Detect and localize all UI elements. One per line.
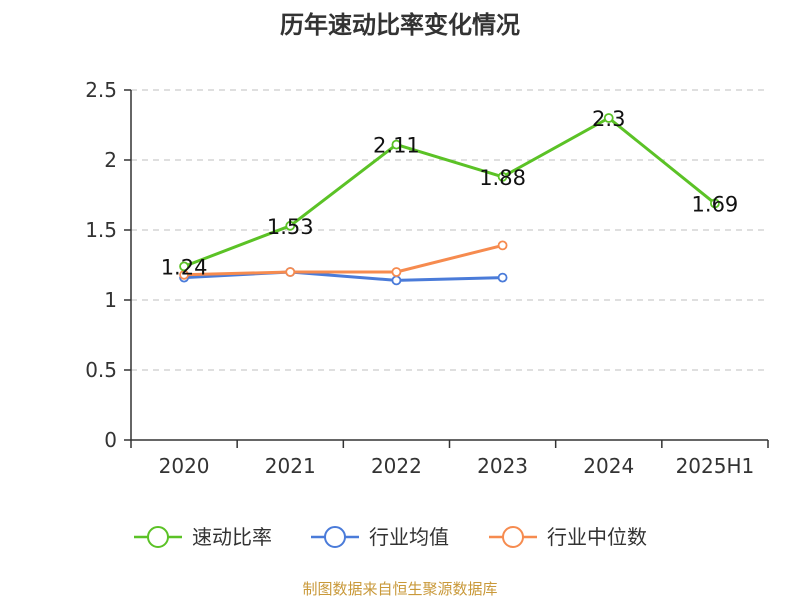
x-tick-label: 2021 (265, 454, 316, 478)
y-tick-label: 0.5 (85, 358, 117, 382)
x-tick-label: 2023 (477, 454, 528, 478)
data-point (285, 220, 296, 231)
data-point (497, 272, 508, 283)
x-tick-label: 2020 (159, 454, 210, 478)
y-tick-label: 1.5 (85, 218, 117, 242)
data-point (391, 139, 402, 150)
y-tick-label: 0 (104, 428, 117, 452)
y-tick-label: 2 (104, 148, 117, 172)
legend: 速动比率 行业均值 行业中位数 (134, 525, 647, 549)
legend-marker (324, 526, 346, 548)
series-line (183, 116, 716, 268)
series-line (184, 243, 503, 277)
data-label: 1.88 (479, 166, 526, 190)
data-point (179, 261, 189, 272)
x-tick-label: 2024 (583, 454, 634, 478)
x-tick-label: 2022 (371, 454, 422, 478)
y-tick-label: 1 (104, 288, 117, 312)
data-point (285, 267, 296, 277)
data-label: 1.53 (267, 215, 314, 239)
data-point (391, 275, 402, 286)
legend-marker (147, 526, 169, 548)
data-label: 1.24 (161, 255, 208, 279)
data-point (603, 113, 614, 123)
source-note: 制图数据来自恒生聚源数据库 (302, 580, 497, 598)
data-label: 1.69 (692, 192, 739, 216)
legend-label: 行业均值 (369, 525, 449, 549)
legend-marker (502, 526, 524, 548)
data-point (497, 240, 508, 251)
chart-title: 历年速动比率变化情况 (280, 11, 520, 39)
data-point (497, 171, 508, 182)
legend-label: 速动比率 (192, 525, 272, 549)
grid (131, 89, 768, 371)
x-tick-label: 2025H1 (676, 454, 755, 478)
data-point (710, 198, 720, 209)
legend-label: 行业中位数 (547, 525, 647, 549)
data-point (391, 267, 402, 277)
axes: 0 0.5 1 1.5 2 2.5 2020 2021 2022 2023 2024 2025H1 (85, 78, 769, 478)
data-label: 2.11 (373, 134, 420, 158)
data-label: 2.3 (592, 107, 625, 131)
series-layer: 1.24 1.53 2.11 1.88 2.3 1.69 (161, 107, 739, 286)
y-tick-label: 2.5 (85, 78, 117, 102)
